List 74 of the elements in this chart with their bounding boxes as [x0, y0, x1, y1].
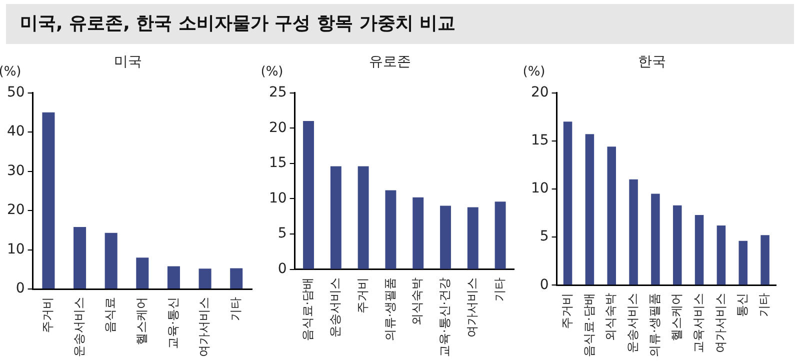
x-tick-label: 음식료 [103, 297, 118, 333]
bar [330, 166, 342, 269]
y-tick-label: 20 [268, 120, 287, 136]
chart-subtitle: 유로존 [369, 54, 411, 70]
x-tick-label: 주거비 [355, 277, 370, 314]
bar [440, 206, 451, 269]
bar [198, 268, 212, 288]
bar [629, 179, 638, 285]
y-tick-label: 0 [16, 280, 25, 297]
bar [672, 205, 682, 285]
y-tick-label: 20 [530, 84, 549, 100]
bar [358, 166, 369, 269]
bar [651, 194, 660, 285]
y-tick-label: 50 [6, 84, 25, 100]
y-tick-label: 20 [6, 202, 25, 218]
x-tick-label: 음식료·담배 [300, 277, 315, 342]
bar [738, 240, 748, 285]
chart-subtitle: 미국 [114, 54, 142, 70]
bar [760, 235, 770, 285]
bar [494, 202, 506, 269]
y-tick-label: 5 [540, 228, 549, 245]
x-tick-label: 교육서비스 [691, 293, 706, 354]
bar [412, 197, 424, 269]
chart-title: 미국, 유로존, 한국 소비자물가 구성 항목 가중치 비교 [6, 4, 794, 44]
x-tick-label: 기타 [757, 293, 772, 318]
x-tick-label: 운송서비스 [626, 293, 640, 354]
bar [607, 146, 616, 285]
bar [467, 207, 478, 269]
y-tick-label: 0 [278, 261, 287, 278]
bar [136, 258, 149, 288]
bar [42, 112, 55, 288]
bar [716, 226, 726, 285]
y-tick-label: 15 [268, 155, 287, 172]
y-tick-label: 5 [278, 226, 287, 242]
x-tick-label: 의류·생필품 [648, 293, 662, 358]
bar [167, 266, 180, 288]
x-tick-label: 운송서비스 [72, 297, 86, 357]
bar [104, 232, 118, 288]
bar [303, 121, 314, 269]
bar [694, 214, 704, 285]
x-tick-label: 주거비 [40, 297, 55, 333]
x-tick-label: 외식숙박 [410, 277, 424, 326]
x-tick-label: 기타 [492, 277, 506, 302]
bar [74, 227, 86, 288]
bar [385, 190, 396, 269]
x-tick-label: 헬스케어 [134, 297, 149, 345]
x-tick-label: 여가서비스 [465, 277, 480, 338]
y-axis-title: (%) [522, 64, 546, 80]
x-tick-label: 음식료·담배 [582, 293, 596, 358]
x-tick-label: 운송서비스 [328, 277, 342, 338]
x-tick-label: 교육·통신·건강 [438, 277, 452, 358]
bar [563, 122, 572, 285]
x-tick-label: 외식숙박 [604, 293, 618, 342]
chart-subtitle: 한국 [638, 54, 666, 70]
x-tick-label: 의류·생필품 [382, 277, 397, 342]
y-tick-label: 30 [6, 162, 25, 179]
x-tick-label: 통신 [735, 293, 750, 318]
bar [230, 268, 243, 288]
y-tick-label: 10 [6, 241, 25, 258]
x-tick-label: 기타 [228, 297, 242, 321]
y-tick-label: 10 [530, 180, 549, 197]
y-tick-label: 25 [268, 84, 287, 100]
y-tick-label: 15 [530, 132, 549, 149]
x-tick-label: 여가서비스 [197, 297, 212, 357]
x-tick-label: 여가서비스 [713, 293, 728, 354]
x-tick-label: 주거비 [560, 293, 574, 330]
y-axis-title: (%) [260, 64, 284, 80]
y-tick-label: 40 [6, 124, 25, 140]
x-tick-label: 헬스케어 [669, 293, 684, 342]
y-tick-label: 10 [268, 190, 287, 206]
y-axis-title: (%) [0, 64, 22, 80]
bar [585, 134, 594, 285]
y-tick-label: 0 [540, 276, 549, 293]
x-tick-label: 교육·통신 [166, 297, 180, 349]
